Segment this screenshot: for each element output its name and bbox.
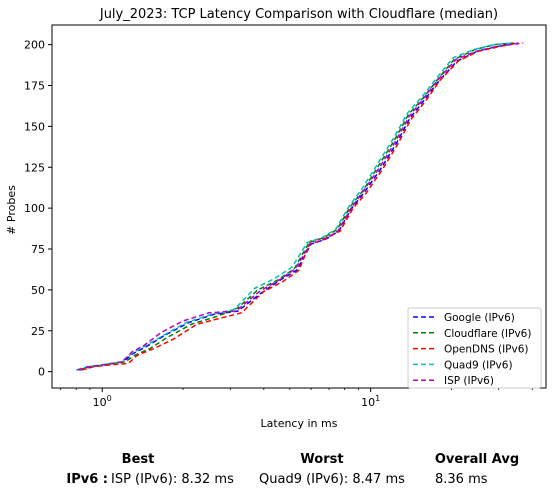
plot-area xyxy=(51,24,547,389)
legend-label: Quad9 (IPv6) xyxy=(444,359,513,371)
y-tick-label: 200 xyxy=(24,39,45,52)
y-tick-label: 75 xyxy=(31,243,45,256)
best-value: ISP (IPv6): 8.32 ms xyxy=(111,472,234,487)
latency-chart: July_2023: TCP Latency Comparison with C… xyxy=(5,7,547,430)
row-label-ipv6: IPv6 : xyxy=(66,472,108,487)
series-line-opendns xyxy=(81,42,519,371)
y-tick-label: 175 xyxy=(24,80,45,93)
series-lines xyxy=(75,42,524,371)
legend-frame xyxy=(407,307,542,389)
series-line-quad9 xyxy=(75,42,513,371)
x-axis: 100 101 xyxy=(60,388,533,409)
y-tick-label: 0 xyxy=(38,366,45,379)
x-tick-label: 100 xyxy=(93,394,112,409)
header-worst: Worst xyxy=(300,452,344,467)
y-tick-label: 150 xyxy=(24,120,45,133)
overall-value: 8.36 ms xyxy=(435,472,488,487)
header-overall: Overall Avg xyxy=(434,452,520,467)
series-line-isp xyxy=(77,42,524,371)
y-tick-label: 100 xyxy=(24,202,45,215)
y-axis: 0 25 50 75 100 125 150 175 200 xyxy=(24,39,52,379)
legend: Google (IPv6) Cloudflare (IPv6) OpenDNS (I… xyxy=(407,307,542,389)
x-tick-label: 101 xyxy=(361,394,380,409)
legend-label: Cloudflare (IPv6) xyxy=(444,328,531,340)
y-tick-label: 125 xyxy=(24,161,45,174)
legend-label: Google (IPv6) xyxy=(444,312,515,324)
x-axis-label: Latency in ms xyxy=(261,417,338,430)
header-best: Best xyxy=(121,452,155,467)
legend-label: ISP (IPv6) xyxy=(444,375,494,387)
chart-title: July_2023: TCP Latency Comparison with C… xyxy=(99,7,498,22)
worst-value: Quad9 (IPv6): 8.47 ms xyxy=(259,472,405,487)
y-tick-label: 25 xyxy=(31,325,45,338)
legend-label: OpenDNS (IPv6) xyxy=(444,344,529,356)
y-tick-label: 50 xyxy=(31,284,45,297)
y-axis-label: # Probes xyxy=(5,185,18,235)
